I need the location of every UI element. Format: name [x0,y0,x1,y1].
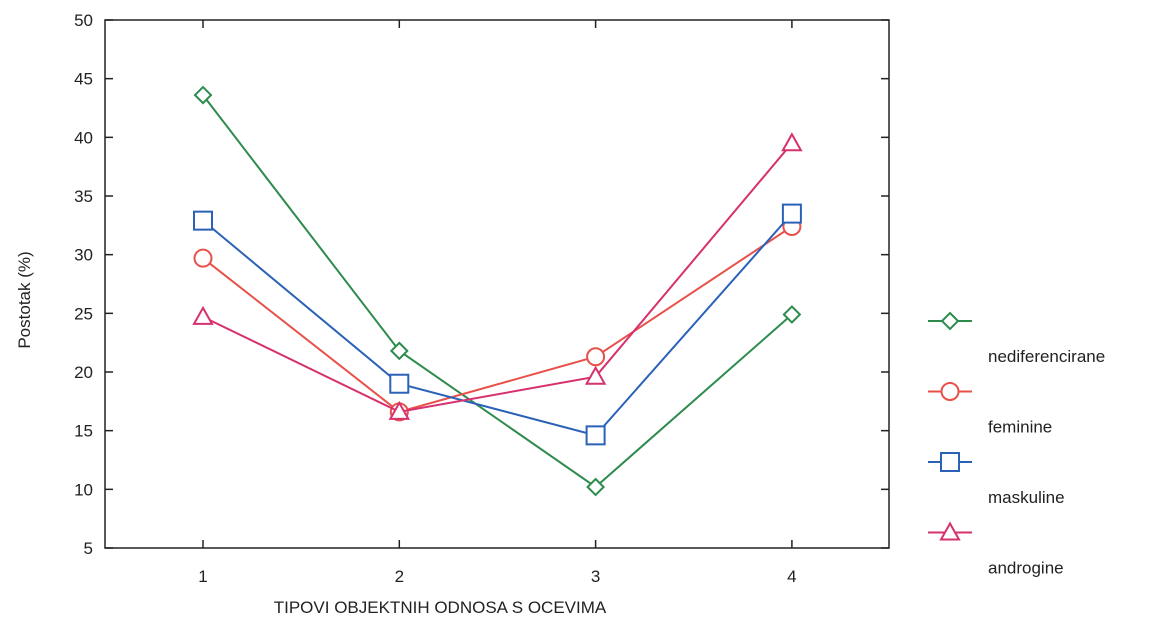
legend-item-feminine: feminine [928,382,1052,437]
series-feminine [193,217,802,422]
data-point-maskuline [781,203,802,224]
y-tick-label: 50 [74,11,93,30]
legend-marker-square [940,452,960,472]
y-tick-label: 35 [74,187,93,206]
series-line-maskuline [202,212,793,437]
legend: nediferencirane feminine maskuline androgin… [928,311,1105,578]
y-tick-label: 5 [84,539,93,558]
data-point-nediferencirane [193,85,213,105]
legend-label: maskuline [988,488,1065,507]
legend-label: androgine [988,559,1064,578]
legend-item-maskuline: maskuline [928,452,1065,507]
legend-label: feminine [988,418,1052,437]
x-axis-title: TIPOVI OBJEKTNIH ODNOSA S OCEVIMA [274,598,607,617]
x-tick-label: 2 [395,567,404,586]
x-tick-label: 3 [591,567,600,586]
y-tick-label: 10 [74,480,93,499]
legend-item-nediferencirane: nediferencirane [928,311,1105,366]
data-point-nediferencirane [586,477,606,497]
data-point-nediferencirane [782,305,802,324]
legend-item-androgine: androgine [928,521,1064,578]
legend-marker-diamond [940,311,960,331]
y-axis: 5 10 15 20 25 30 35 40 45 50 [74,11,889,558]
y-axis-title: Postotak (%) [15,251,34,348]
series-androgine [192,132,803,420]
data-point-androgine [781,132,803,152]
series-maskuline [193,203,802,446]
series-layer [192,85,803,497]
data-point-androgine [584,365,607,385]
legend-marker-triangle [939,521,961,541]
data-point-nediferencirane [389,341,409,361]
y-tick-label: 45 [74,70,93,89]
x-axis: 1 2 3 4 [198,20,797,586]
series-nediferencirane [193,85,802,497]
y-tick-label: 25 [74,304,93,323]
series-line-nediferencirane [202,94,793,489]
data-point-maskuline [585,425,606,446]
legend-marker-circle [940,382,960,401]
plot-area [104,19,890,549]
x-tick-label: 1 [198,567,207,586]
series-line-androgine [202,142,793,413]
data-point-maskuline [193,210,213,231]
x-tick-label: 4 [787,567,796,586]
data-point-androgine [388,400,411,420]
data-point-feminine [586,347,606,367]
legend-label: nediferencirane [988,347,1105,366]
data-point-androgine [192,305,214,325]
y-tick-label: 15 [74,422,93,441]
data-point-feminine [193,248,213,268]
y-tick-label: 40 [74,128,93,147]
y-tick-label: 30 [74,246,93,265]
y-tick-label: 20 [74,363,93,382]
data-point-maskuline [389,373,410,394]
series-line-feminine [202,225,793,413]
